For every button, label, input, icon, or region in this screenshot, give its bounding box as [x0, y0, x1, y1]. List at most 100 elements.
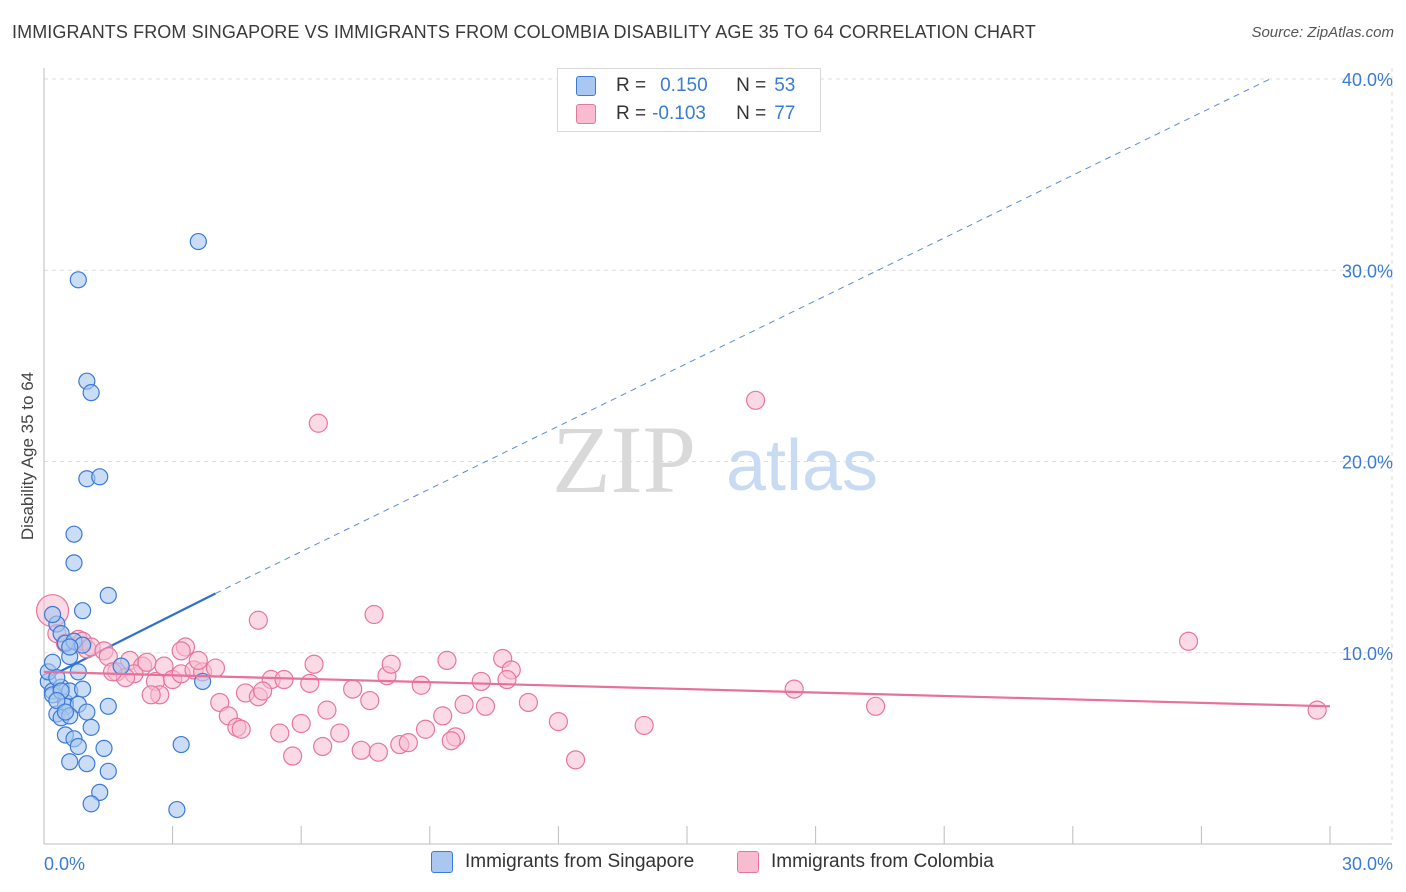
- trend-lines: [43, 78, 1271, 681]
- singapore-point: [168, 800, 186, 819]
- colombia-point: [291, 713, 311, 734]
- singapore-point: [99, 697, 117, 715]
- singapore-point: [78, 703, 96, 721]
- singapore-point: [43, 605, 62, 624]
- legend-r-label: R =: [616, 75, 647, 96]
- singapore-point: [82, 795, 100, 813]
- colombia-point: [270, 723, 290, 743]
- colombia-point: [415, 719, 436, 739]
- grid-lines: [44, 68, 1393, 844]
- colombia-point: [304, 654, 324, 674]
- singapore-point: [61, 638, 79, 656]
- singapore-point: [61, 753, 79, 771]
- singapore-point: [91, 783, 109, 801]
- chart-title: IMMIGRANTS FROM SINGAPORE VS IMMIGRANTS …: [12, 22, 1037, 42]
- legend-r-value-singapore: 0.150: [660, 75, 708, 96]
- bottom-legend-colombia[interactable]: Immigrants from Colombia: [737, 851, 994, 873]
- colombia-point: [364, 604, 384, 625]
- y-tick-label: 30.0%: [1342, 261, 1393, 281]
- colombia-point: [141, 685, 161, 705]
- data-points: [35, 232, 1331, 819]
- singapore-point: [73, 680, 92, 698]
- colombia-point: [248, 610, 268, 630]
- colombia-point: [497, 669, 517, 690]
- legend-r-value-colombia: -0.103: [652, 103, 706, 124]
- tick-labels: 10.0% 20.0% 30.0% 40.0% 0.0% 30.0%: [44, 70, 1393, 874]
- legend-r-label: R =: [616, 103, 647, 124]
- colombia-point: [210, 692, 230, 713]
- singapore-point: [82, 718, 100, 736]
- colombia-point: [231, 719, 251, 739]
- singapore-point: [95, 739, 113, 757]
- singapore-point: [194, 672, 212, 691]
- colombia-point: [317, 700, 337, 720]
- singapore-point: [69, 271, 87, 289]
- colombia-point: [351, 740, 371, 760]
- singapore-point: [69, 737, 87, 756]
- y-tick-label: 10.0%: [1342, 644, 1393, 664]
- singapore-point: [78, 755, 96, 773]
- zipatlas-watermark: ZIP atlas: [552, 406, 878, 513]
- colombia-point: [360, 690, 380, 711]
- singapore-point: [48, 691, 66, 710]
- correlation-legend: R = 0.150 N = 53 R = -0.103 N = 77: [557, 68, 821, 132]
- legend-row-colombia: R = -0.103 N = 77: [576, 102, 796, 126]
- colombia-point: [205, 658, 226, 678]
- singapore-point: [65, 525, 83, 543]
- singapore-point: [99, 586, 117, 604]
- colombia-point: [171, 641, 191, 661]
- legend-n-value-colombia: 77: [774, 103, 796, 124]
- colombia-point: [433, 706, 453, 726]
- colombia-point: [454, 694, 474, 714]
- colombia-trend-line: [43, 670, 1331, 708]
- singapore-point: [82, 384, 100, 402]
- bottom-legend-label-singapore: Immigrants from Singapore: [465, 851, 695, 872]
- colombia-point: [441, 731, 461, 751]
- singapore-point: [56, 703, 75, 721]
- x-tick-label-min: 0.0%: [44, 854, 85, 874]
- colombia-point: [518, 692, 538, 713]
- singapore-point: [172, 735, 190, 754]
- colombia-point: [784, 679, 804, 699]
- colombia-point: [634, 715, 654, 736]
- colombia-point: [1307, 700, 1327, 720]
- colombia-point: [137, 652, 157, 672]
- colombia-point: [343, 679, 363, 699]
- axes: [43, 68, 1392, 845]
- singapore-point: [99, 762, 117, 780]
- source-label: Source: ZipAtlas.com: [1251, 24, 1394, 41]
- colombia-point: [300, 673, 320, 693]
- colombia-point: [308, 413, 328, 433]
- watermark-zip: ZIP: [552, 406, 696, 513]
- legend-row-singapore: R = 0.150 N = 53: [576, 74, 796, 98]
- bottom-legend-swatch-colombia: [737, 851, 759, 873]
- legend-n-value-singapore: 53: [774, 75, 796, 96]
- singapore-point: [73, 602, 92, 620]
- colombia-point: [437, 650, 457, 671]
- singapore-trend-line: [43, 592, 216, 681]
- singapore-point: [91, 468, 109, 486]
- colombia-point: [471, 671, 491, 692]
- bottom-legend-singapore[interactable]: Immigrants from Singapore: [431, 851, 694, 873]
- colombia-point: [398, 733, 418, 753]
- colombia-point: [381, 654, 401, 674]
- singapore-point: [112, 657, 130, 675]
- bottom-legend-swatch-singapore: [431, 851, 453, 873]
- colombia-point: [253, 681, 273, 701]
- colombia-point: [411, 675, 431, 695]
- colombia-point: [1178, 631, 1199, 651]
- legend-n-label: N =: [736, 75, 767, 96]
- singapore-point: [65, 554, 83, 572]
- singapore-point: [189, 232, 207, 251]
- singapore-trend-extension: [215, 78, 1271, 594]
- legend-swatch-singapore: [576, 76, 596, 96]
- y-tick-label: 20.0%: [1342, 453, 1393, 473]
- colombia-point: [188, 650, 208, 671]
- bottom-legend-label-colombia: Immigrants from Colombia: [771, 851, 994, 872]
- colombia-point: [368, 742, 388, 762]
- watermark-atlas: atlas: [726, 426, 878, 506]
- y-tick-label: 40.0%: [1342, 70, 1393, 90]
- x-tick-label-max: 30.0%: [1342, 854, 1393, 874]
- colombia-point: [866, 696, 886, 716]
